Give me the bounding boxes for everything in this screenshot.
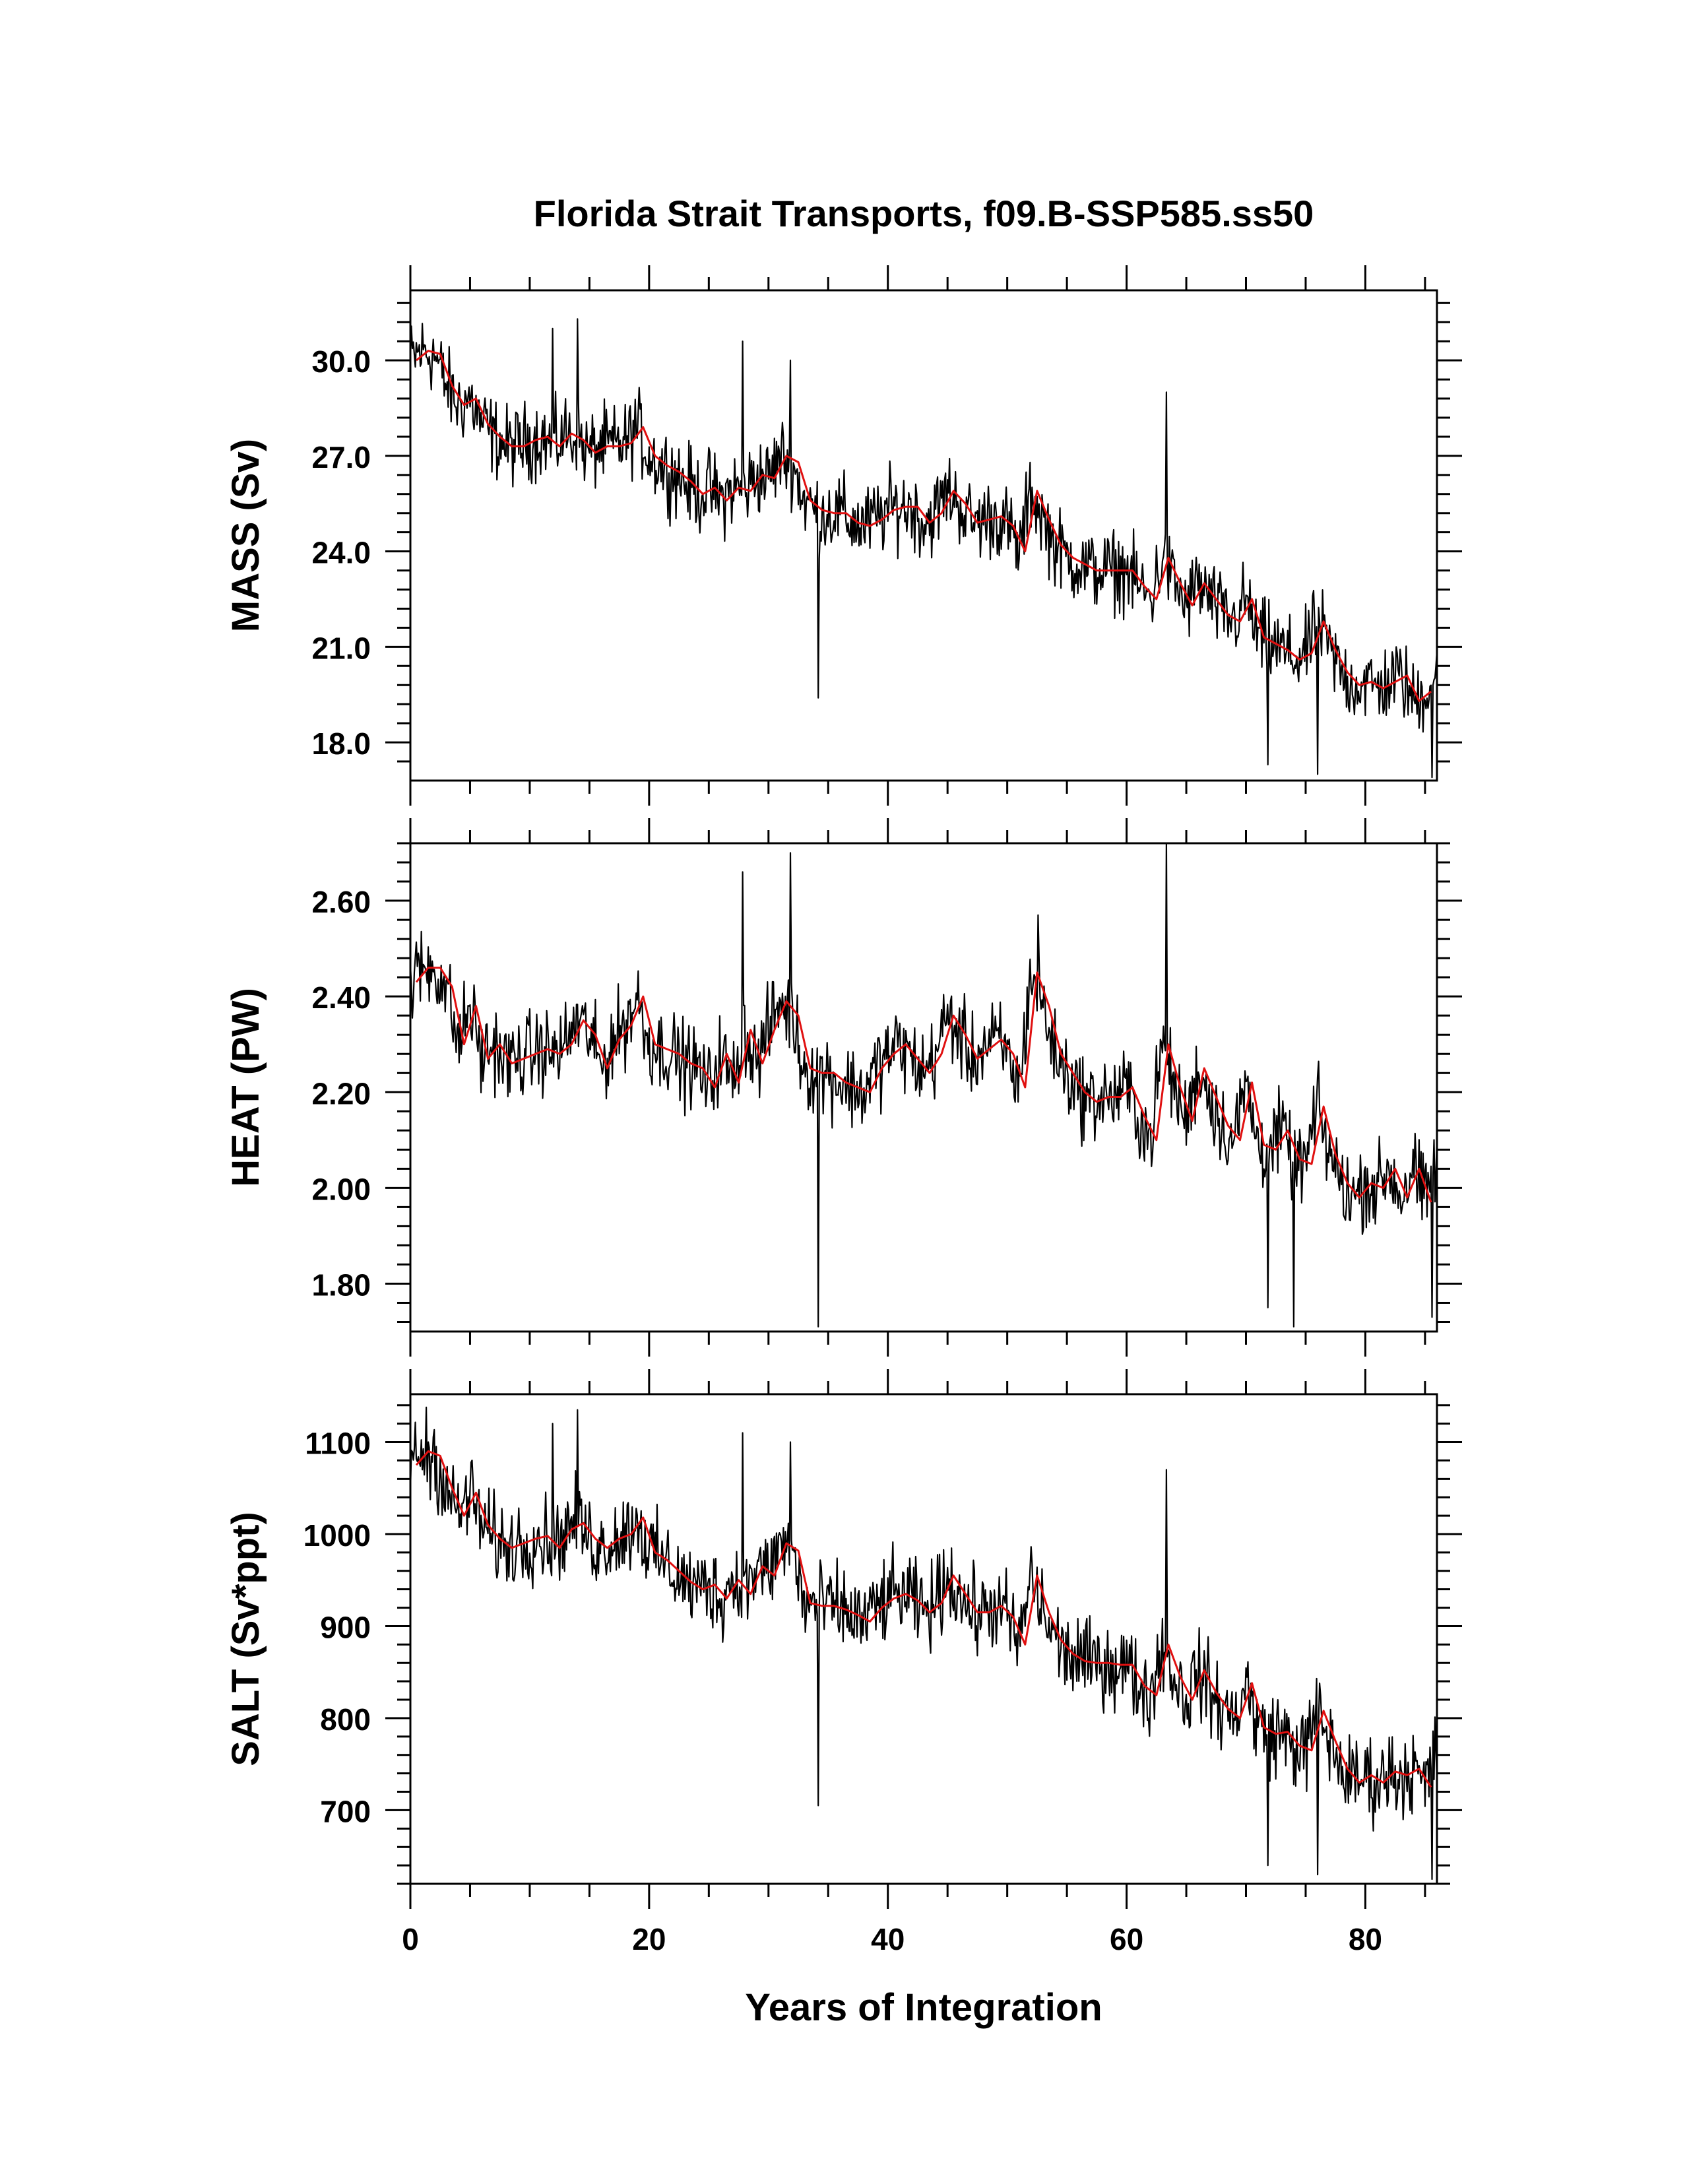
salt-ytick-label: 800 (320, 1702, 371, 1737)
salt-xtick-label: 40 (871, 1922, 905, 1956)
chart-title: Florida Strait Transports, f09.B-SSP585.… (534, 193, 1314, 234)
panels: 18.0 21.0 24.0 27.0 30.0 MASS (Sv) 1.80 2.00 2.2… (224, 265, 1462, 1956)
salt-xtick-label: 60 (1110, 1922, 1143, 1956)
salt-ytick-label: 1100 (305, 1427, 371, 1461)
salt-xtick-label: 80 (1349, 1922, 1382, 1956)
mass-monthly-line (410, 318, 1437, 779)
heat-ytick-label: 2.60 (311, 885, 371, 919)
salt-ytick-label: 900 (320, 1610, 371, 1644)
heat-ytick-label: 2.00 (311, 1172, 371, 1206)
heat-panel: 1.80 2.00 2.20 2.40 2.60 HEAT (PW) (224, 818, 1462, 1357)
salt-panel: 700 800 900 1000 1100 0 20 40 60 80 SALT (Sv*ppt) (224, 1369, 1462, 1956)
salt-y-axis-label: SALT (Sv*ppt) (224, 1512, 267, 1766)
salt-xtick-label: 20 (632, 1922, 666, 1956)
mass-ytick-label: 18.0 (311, 726, 371, 761)
heat-y-axis-label: HEAT (PW) (224, 988, 267, 1187)
salt-annual-mean-line (415, 1450, 1432, 1788)
heat-frame (409, 842, 1438, 1333)
mass-ytick-label: 27.0 (311, 440, 371, 474)
salt-xtick-label: 0 (402, 1922, 419, 1956)
salt-ytick-label: 1000 (303, 1518, 371, 1553)
mass-frame (409, 289, 1438, 782)
mass-ytick-label: 21.0 (311, 631, 371, 665)
mass-ytick-label: 30.0 (311, 344, 371, 379)
heat-annual-mean-line (415, 967, 1432, 1203)
heat-ytick-label: 2.20 (311, 1076, 371, 1110)
x-axis-label: Years of Integration (745, 1986, 1102, 2029)
salt-frame (409, 1393, 1438, 1885)
salt-ytick-label: 700 (320, 1794, 371, 1828)
mass-annual-mean-line (416, 350, 1432, 702)
heat-monthly-line (410, 843, 1437, 1328)
mass-y-axis-label: MASS (Sv) (224, 439, 267, 632)
mass-ytick-label: 24.0 (311, 536, 371, 570)
heat-ytick-label: 1.80 (311, 1268, 371, 1302)
heat-ytick-label: 2.40 (311, 980, 371, 1015)
salt-monthly-line (410, 1406, 1437, 1880)
mass-panel: 18.0 21.0 24.0 27.0 30.0 MASS (Sv) (224, 265, 1462, 806)
